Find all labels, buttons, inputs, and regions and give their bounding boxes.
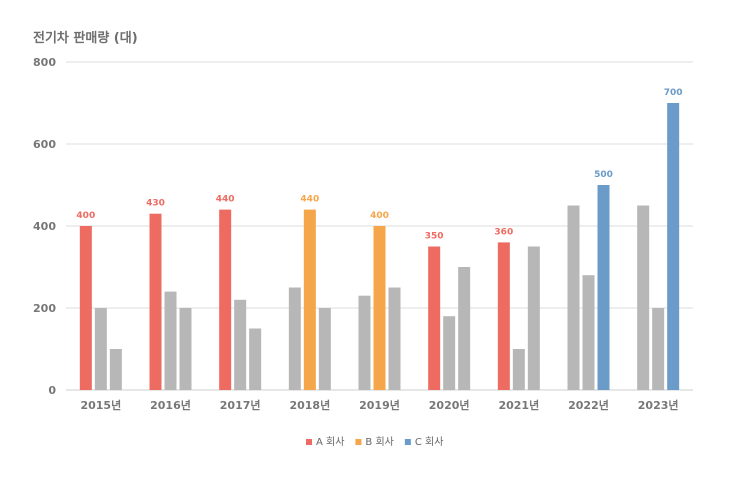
data-label: 440 — [216, 195, 235, 205]
bar — [388, 287, 401, 390]
bar — [497, 242, 510, 390]
bar — [303, 209, 316, 390]
chart-title: 전기차 판매량 (대) — [33, 30, 138, 46]
legend-label: B 회사 — [365, 436, 393, 448]
data-label: 500 — [594, 170, 613, 180]
bar — [149, 213, 162, 390]
y-tick-label: 600 — [33, 138, 56, 151]
bar — [179, 308, 192, 390]
bar — [527, 246, 540, 390]
data-label: 360 — [494, 227, 513, 237]
data-label: 430 — [146, 199, 165, 209]
bars — [79, 103, 680, 390]
y-tick-label: 400 — [33, 220, 56, 233]
bar — [597, 185, 610, 390]
data-label: 400 — [76, 211, 95, 221]
legend-label: A 회사 — [316, 436, 344, 448]
bar — [582, 275, 595, 390]
x-tick-label: 2020년 — [429, 398, 470, 412]
y-tick-label: 200 — [33, 302, 56, 315]
y-tick-label: 0 — [48, 384, 56, 397]
legend-swatch — [404, 439, 411, 445]
bar — [164, 291, 177, 390]
bar — [443, 316, 456, 390]
x-axis: 2015년 2016년 2017년 2018년 2019년 2020년 2021년 2022년… — [80, 398, 678, 412]
bar — [428, 246, 441, 390]
legend-label: C 회사 — [415, 436, 444, 448]
x-tick-label: 2023년 — [638, 398, 679, 412]
data-label: 700 — [664, 88, 683, 98]
legend-swatch — [355, 439, 362, 445]
bar — [652, 308, 665, 390]
bar — [219, 209, 232, 390]
bar — [318, 308, 331, 390]
y-tick-label: 800 — [33, 56, 56, 69]
data-label: 440 — [300, 195, 319, 205]
bar — [249, 328, 262, 390]
bar — [109, 349, 122, 390]
x-tick-label: 2017년 — [220, 398, 261, 412]
x-tick-label: 2021년 — [498, 398, 539, 412]
x-tick-label: 2018년 — [289, 398, 330, 412]
bar — [79, 226, 92, 390]
bar — [373, 226, 386, 390]
bar — [358, 295, 371, 390]
x-tick-label: 2016년 — [150, 398, 191, 412]
y-axis: 0 200 400 600 800 — [33, 56, 56, 397]
bar — [512, 349, 525, 390]
legend: A 회사 B 회사 C 회사 — [306, 436, 443, 448]
x-tick-label: 2022년 — [568, 398, 609, 412]
data-label: 350 — [425, 232, 444, 242]
x-tick-label: 2015년 — [80, 398, 121, 412]
bar — [567, 205, 580, 390]
x-tick-label: 2019년 — [359, 398, 400, 412]
bar — [637, 205, 650, 390]
bar — [234, 299, 247, 390]
bar — [458, 267, 471, 390]
bar — [288, 287, 301, 390]
bar — [667, 103, 680, 390]
data-label: 400 — [370, 211, 389, 221]
bar — [94, 308, 107, 390]
legend-swatch — [306, 439, 312, 445]
data-labels: 400 430 440 440 400 350 360 500 700 — [76, 88, 682, 242]
